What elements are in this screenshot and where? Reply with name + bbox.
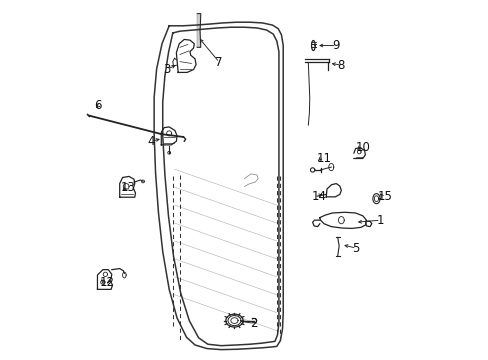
Text: 2: 2 [249, 317, 257, 330]
Text: 12: 12 [99, 276, 114, 289]
Text: 1: 1 [376, 214, 383, 227]
Text: 5: 5 [351, 242, 359, 255]
Text: 15: 15 [377, 190, 392, 203]
Text: 8: 8 [337, 59, 345, 72]
Text: 7: 7 [215, 56, 222, 69]
Text: 9: 9 [332, 39, 339, 52]
Text: 13: 13 [121, 181, 135, 194]
Polygon shape [197, 14, 201, 47]
Text: 14: 14 [311, 190, 326, 203]
Text: 6: 6 [94, 99, 102, 112]
Text: 3: 3 [163, 63, 170, 76]
Text: 4: 4 [147, 135, 154, 148]
Text: 11: 11 [316, 152, 330, 165]
Text: 10: 10 [355, 140, 370, 153]
